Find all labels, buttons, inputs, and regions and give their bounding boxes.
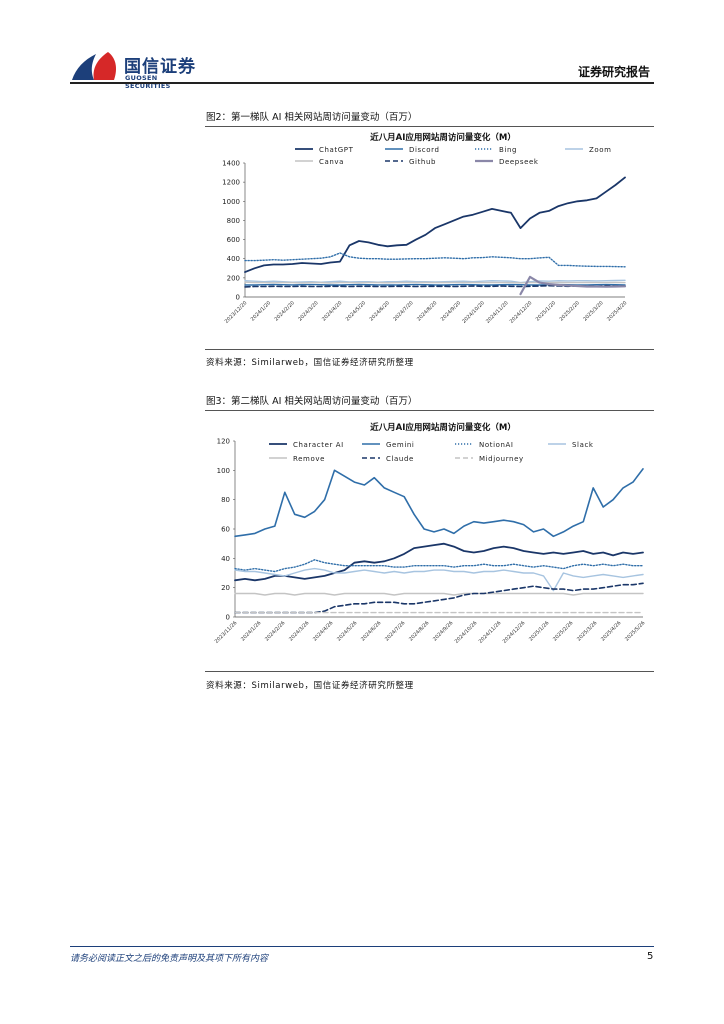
x-tick-label: 2024/3/26 [288, 620, 310, 642]
logo-chinese-name: 国信证券 [124, 57, 196, 77]
series-line-slack [234, 567, 644, 592]
legend-label: Github [409, 158, 436, 166]
y-tick-label: 800 [227, 217, 240, 225]
series-line-remove [234, 592, 644, 596]
y-tick-label: 0 [226, 614, 230, 622]
series-line-claude [234, 582, 644, 614]
header-rule [70, 82, 654, 84]
x-tick-label: 2025/4/20 [606, 300, 628, 322]
x-tick-label: 2024/1/20 [250, 300, 272, 322]
x-tick-label: 2025/1/20 [535, 300, 557, 322]
figure-3-source: 资料来源：Similarweb，国信证券经济研究所整理 [206, 681, 414, 691]
page-number: 5 [647, 951, 654, 962]
x-tick-label: 2024/2/26 [264, 620, 286, 642]
figure-3-caption: 图3：第二梯队 AI 相关网站周访问量变动（百万） [206, 396, 418, 407]
company-logo: 国信证券 GUOSEN SECURITIES [70, 50, 200, 90]
x-tick-label: 2024/4/20 [321, 300, 343, 322]
x-tick-label: 2024/12/20 [509, 300, 534, 325]
legend-label: Midjourney [479, 455, 524, 463]
y-tick-label: 100 [217, 467, 230, 475]
y-tick-label: 40 [221, 555, 230, 563]
x-tick-label: 2024/2/20 [274, 300, 296, 322]
chart-figure-3: 近八月AI应用网站周访问量变化（M） Character AI Gemini Noti… [214, 422, 647, 645]
x-tick-label: 2024/5/20 [345, 300, 367, 322]
x-tick-label: 2025/5/26 [624, 620, 646, 642]
series-line-gemini [234, 468, 644, 538]
legend-label: Remove [293, 455, 325, 463]
x-tick-label: 2025/4/26 [600, 620, 622, 642]
x-tick-label: 2024/11/26 [478, 620, 503, 645]
legend-label: Deepseek [499, 158, 539, 166]
x-tick-label: 2024/3/20 [297, 300, 319, 322]
logo-mark-icon [72, 52, 116, 80]
x-tick-label: 2023/11/26 [214, 620, 239, 645]
y-tick-label: 80 [221, 496, 230, 504]
figure-3-bottom-rule [205, 671, 654, 672]
legend-label: Bing [499, 146, 517, 154]
series-line-chatgpt [244, 176, 626, 273]
chart-title: 近八月AI应用网站周访问量变化（M） [370, 422, 516, 433]
x-tick-label: 2025/2/26 [552, 620, 574, 642]
x-tick-label: 2024/1/26 [240, 620, 262, 642]
x-tick-label: 2024/9/20 [440, 300, 462, 322]
y-tick-label: 0 [236, 294, 240, 302]
y-tick-label: 200 [227, 274, 240, 282]
y-tick-label: 60 [221, 526, 230, 534]
y-tick-label: 20 [221, 584, 230, 592]
x-tick-label: 2024/11/20 [485, 300, 510, 325]
x-tick-label: 2024/8/26 [408, 620, 430, 642]
x-tick-label: 2024/10/20 [461, 300, 486, 325]
legend-label: Gemini [386, 441, 414, 449]
x-tick-label: 2024/6/20 [369, 300, 391, 322]
x-tick-label: 2024/8/20 [416, 300, 438, 322]
figure-2-top-rule [205, 126, 654, 127]
y-tick-label: 1200 [222, 179, 240, 187]
figure-3-top-rule [205, 410, 654, 411]
report-type-label: 证券研究报告 [578, 65, 651, 79]
x-tick-label: 2025/3/26 [576, 620, 598, 642]
series-line-bing [244, 252, 626, 268]
series-line-character-ai [234, 542, 644, 582]
series-line-deepseek [519, 275, 627, 296]
x-tick-label: 2024/10/26 [454, 620, 479, 645]
footer-rule [70, 946, 654, 947]
logo-english-name: GUOSEN SECURITIES [125, 74, 171, 90]
x-tick-label: 2025/2/20 [559, 300, 581, 322]
figure-2-caption: 图2：第一梯队 AI 相关网站周访问量变动（百万） [206, 112, 418, 123]
y-tick-label: 1000 [222, 198, 240, 206]
x-tick-label: 2024/9/26 [432, 620, 454, 642]
figure-2-source: 资料来源：Similarweb，国信证券经济研究所整理 [206, 358, 414, 368]
x-tick-label: 2025/3/20 [582, 300, 604, 322]
legend-label: Claude [386, 455, 414, 463]
y-tick-label: 400 [227, 255, 240, 263]
y-tick-label: 600 [227, 236, 240, 244]
x-tick-label: 2024/5/26 [336, 620, 358, 642]
series-line-notionai [234, 559, 644, 573]
footer-disclaimer: 请务必阅读正文之后的免责声明及其项下所有内容 [70, 954, 269, 964]
legend-label: Character AI [293, 441, 344, 449]
chart-figure-2: 近八月AI应用网站周访问量变化（M） ChatGPT Discord Bing Zoom… [222, 132, 628, 325]
x-tick-label: 2024/7/26 [384, 620, 406, 642]
x-tick-label: 2024/12/26 [502, 620, 527, 645]
x-tick-label: 2024/7/20 [392, 300, 414, 322]
legend-label: ChatGPT [319, 146, 354, 154]
x-tick-label: 2025/1/26 [528, 620, 550, 642]
y-tick-label: 120 [217, 438, 230, 446]
x-tick-label: 2024/4/26 [312, 620, 334, 642]
figure-2-bottom-rule [205, 349, 654, 350]
legend-label: Zoom [589, 146, 612, 154]
legend-label: Slack [572, 441, 594, 449]
legend-label: Canva [319, 158, 344, 166]
legend-label: NotionAI [479, 441, 514, 449]
series-line-canva [244, 281, 626, 284]
x-tick-label: 2024/6/26 [360, 620, 382, 642]
y-tick-label: 1400 [222, 160, 240, 168]
chart-title: 近八月AI应用网站周访问量变化（M） [370, 132, 516, 143]
x-tick-label: 2023/12/20 [224, 300, 249, 325]
legend-label: Discord [409, 146, 440, 154]
